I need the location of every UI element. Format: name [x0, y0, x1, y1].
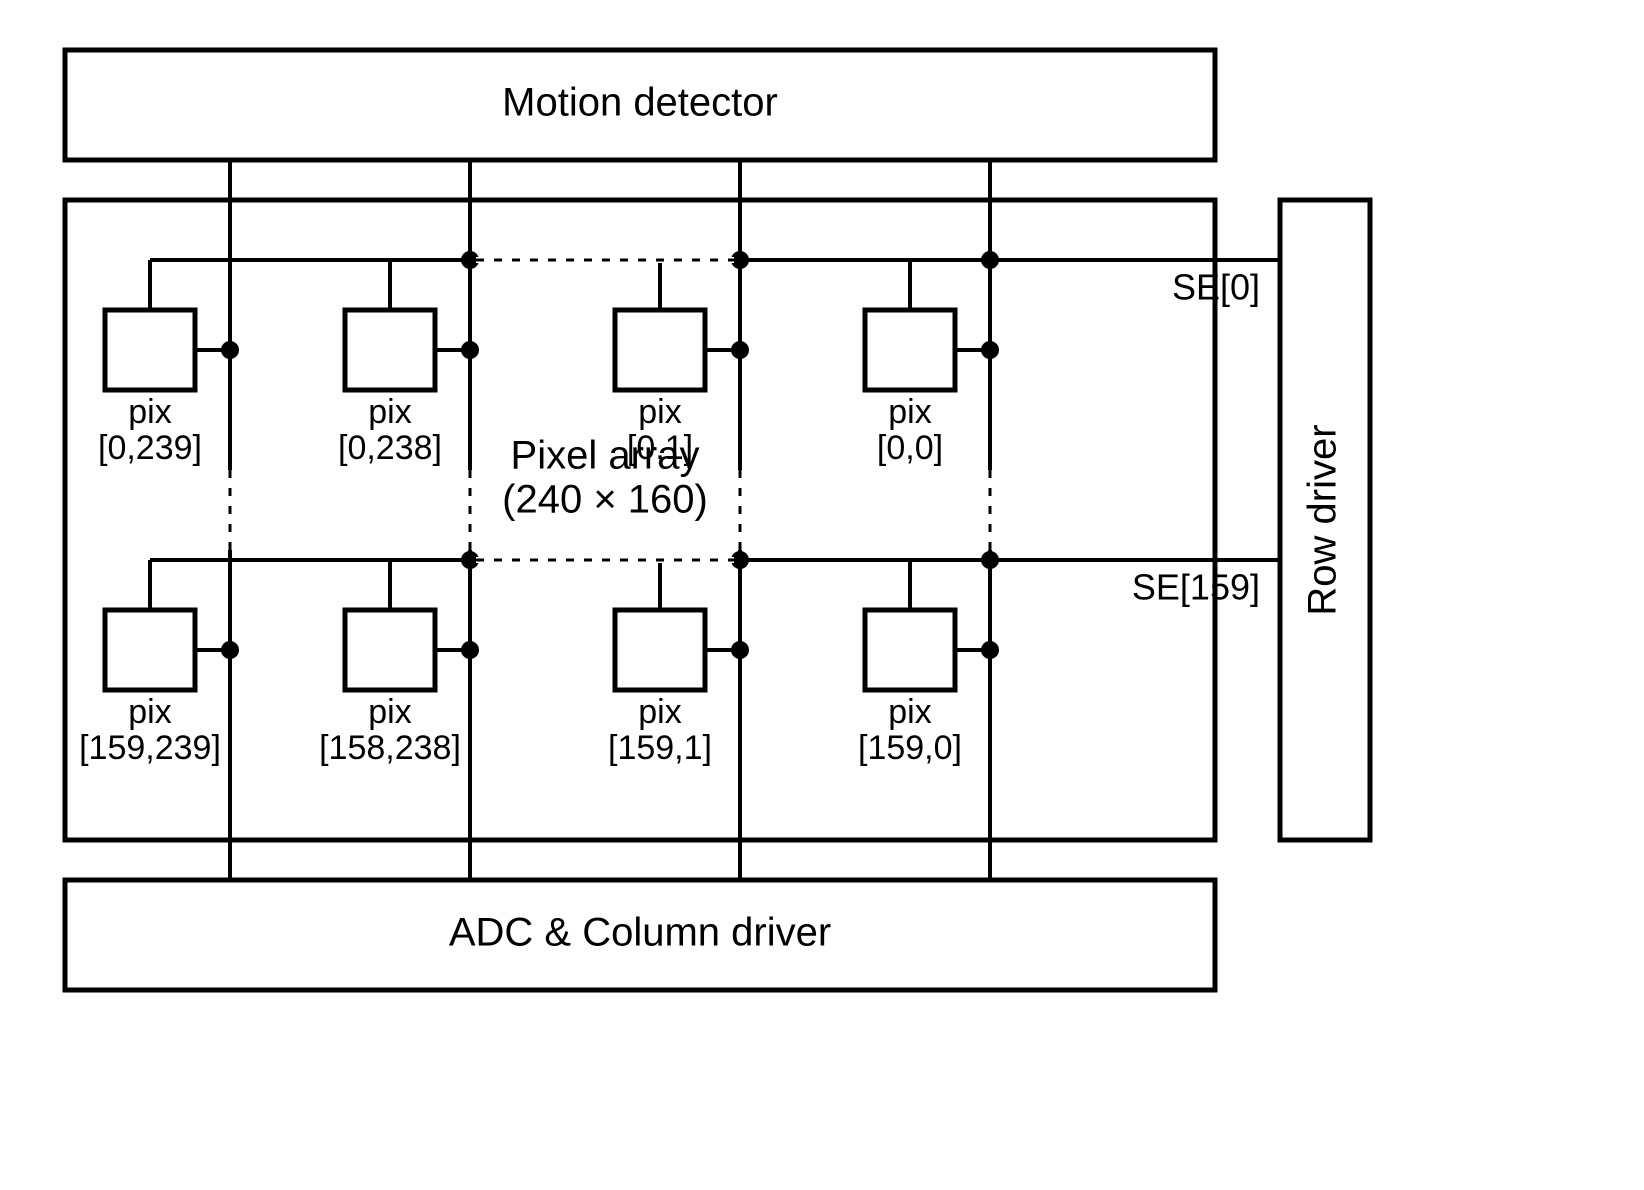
pixel-label1-row159-p238: pix — [368, 693, 411, 731]
pixel-label2-row0-p0: [0,0] — [877, 429, 943, 467]
pixel-box-row159-p239 — [105, 610, 195, 690]
pixel-array-label1: Pixel array — [511, 434, 700, 478]
pixel-label2-row159-p239: [159,239] — [79, 729, 221, 767]
pixel-box-row0-p1 — [615, 310, 705, 390]
pixel-array-label2: (240 × 160) — [502, 478, 708, 522]
adc-label: ADC & Column driver — [449, 911, 831, 955]
pixel-label2-row0-p238: [0,238] — [338, 429, 442, 467]
pixel-label2-row159-p238: [158,238] — [319, 729, 461, 767]
pixel-label1-row159-p0: pix — [888, 693, 931, 731]
pixel-box-row0-p238 — [345, 310, 435, 390]
se-label-se0: SE[0] — [1172, 267, 1260, 308]
pixel-box-row159-p1 — [615, 610, 705, 690]
pixel-label2-row0-p239: [0,239] — [98, 429, 202, 467]
pixel-box-row159-p238 — [345, 610, 435, 690]
pixel-label1-row0-p0: pix — [888, 393, 931, 431]
row-driver-label: Row driver — [1301, 424, 1345, 615]
pixel-label2-row159-p1: [159,1] — [608, 729, 712, 767]
pixel-box-row0-p239 — [105, 310, 195, 390]
pixel-box-row159-p0 — [865, 610, 955, 690]
pixel-label2-row159-p0: [159,0] — [858, 729, 962, 767]
pixel-label1-row159-p1: pix — [638, 693, 681, 731]
pixel-label1-row159-p239: pix — [128, 693, 171, 731]
pixel-label1-row0-p239: pix — [128, 393, 171, 431]
pixel-label1-row0-p1: pix — [638, 393, 681, 431]
pixel-label1-row0-p238: pix — [368, 393, 411, 431]
se-label-se159: SE[159] — [1132, 567, 1260, 608]
motion-detector-label: Motion detector — [502, 81, 778, 125]
pixel-box-row0-p0 — [865, 310, 955, 390]
